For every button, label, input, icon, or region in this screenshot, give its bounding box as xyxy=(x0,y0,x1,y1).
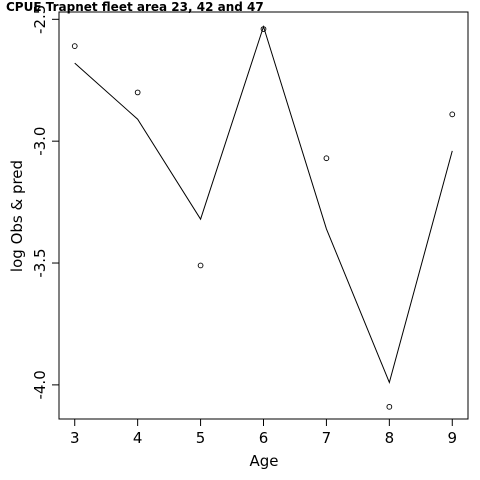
observed-point xyxy=(323,155,330,162)
chart-title: CPUE Trapnet fleet area 23, 42 and 47 xyxy=(6,0,264,14)
predicted-line xyxy=(74,24,453,384)
observed-point xyxy=(386,403,393,410)
observed-point xyxy=(134,89,141,96)
observed-point xyxy=(197,262,204,269)
x-tick-label: 3 xyxy=(70,429,80,447)
y-tick-label: -2.5 xyxy=(31,5,49,34)
x-tick-label: 4 xyxy=(133,429,143,447)
x-tick-label: 6 xyxy=(259,429,269,447)
observed-point xyxy=(71,43,78,49)
y-axis-label: log Obs & pred xyxy=(8,160,26,272)
observed-point xyxy=(449,111,456,118)
x-tick-label: 5 xyxy=(196,429,206,447)
y-tick-label: -3.5 xyxy=(31,248,49,277)
plot-frame xyxy=(58,11,469,420)
x-tick-label: 8 xyxy=(385,429,395,447)
y-axis: -4.0 -3.5 -3.0 -2.5 xyxy=(31,5,59,400)
x-axis-label: Age xyxy=(249,452,278,470)
series-layer xyxy=(71,24,456,410)
x-axis: 3 4 5 6 7 8 9 xyxy=(70,419,457,447)
y-tick-label: -3.0 xyxy=(31,127,49,156)
x-tick-label: 9 xyxy=(447,429,457,447)
x-tick-label: 7 xyxy=(322,429,332,447)
y-tick-label: -4.0 xyxy=(31,370,49,399)
